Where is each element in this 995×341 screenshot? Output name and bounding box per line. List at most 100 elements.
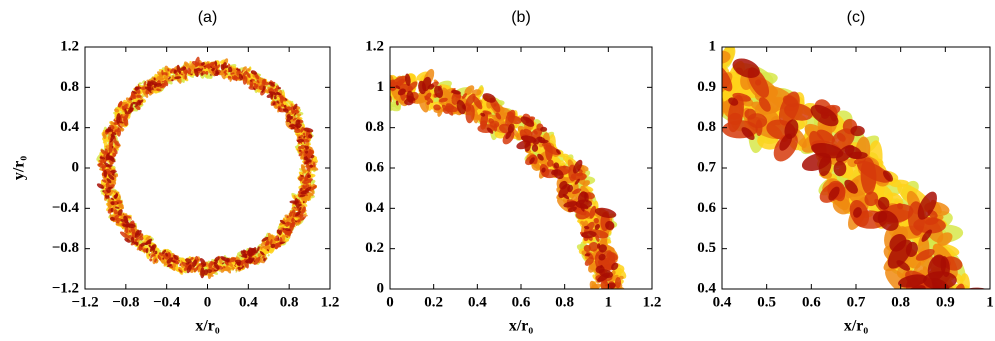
x-axis-label: x/r₀ <box>844 318 869 335</box>
vorticity-blob <box>115 192 119 196</box>
vorticity-blob <box>955 292 965 302</box>
vorticity-blob <box>190 73 193 76</box>
vorticity-blob <box>551 169 559 176</box>
vorticity-blob <box>301 167 304 171</box>
vorticity-blob <box>598 269 613 278</box>
vorticity-blob <box>245 68 251 72</box>
vorticity-blob <box>758 97 771 112</box>
vorticity-blob <box>114 108 120 113</box>
vorticity-blob <box>915 248 935 261</box>
x-tick-label: 0.7 <box>847 294 866 310</box>
vorticity-blob <box>732 58 760 78</box>
vorticity-blob <box>106 178 112 184</box>
x-tick-label: 0.8 <box>891 294 910 310</box>
vorticity-blob <box>921 229 932 242</box>
vorticity-blob <box>303 135 306 139</box>
vorticity-blob <box>558 183 571 198</box>
vorticity-blob <box>114 129 118 133</box>
vorticity-blob <box>120 219 124 222</box>
vorticity-blob <box>594 224 600 230</box>
vorticity-blob <box>598 244 607 253</box>
vorticity-blob <box>844 179 858 194</box>
vorticity-blob <box>539 139 549 144</box>
vorticity-blob <box>111 145 114 149</box>
vorticity-blob <box>288 211 293 217</box>
vorticity-blob <box>259 252 264 258</box>
vorticity-blob <box>259 246 263 250</box>
vorticity-blob <box>213 262 220 270</box>
y-axis-label: y/r₀ <box>11 156 28 181</box>
vorticity-blob <box>109 139 113 143</box>
vorticity-blob <box>173 69 177 74</box>
vorticity-blob <box>124 108 128 115</box>
vorticity-blob <box>600 278 611 289</box>
x-tick-label: 0.5 <box>757 294 776 310</box>
vorticity-blob <box>286 216 290 222</box>
vorticity-blob <box>213 269 218 272</box>
y-tick-label: 0.8 <box>697 119 716 135</box>
vorticity-blob <box>507 123 515 134</box>
vorticity-blob <box>482 93 496 103</box>
vorticity-blob <box>296 208 299 210</box>
vorticity-blob <box>105 181 110 189</box>
vorticity-blob <box>190 257 194 260</box>
vorticity-blob <box>531 144 539 152</box>
vorticity-blob <box>533 130 538 135</box>
vorticity-blob <box>130 92 136 99</box>
y-tick-label: 0.7 <box>697 159 716 175</box>
vorticity-blob <box>108 156 116 163</box>
vorticity-blob <box>288 120 292 124</box>
vorticity-blob <box>567 206 577 213</box>
vorticity-blob <box>538 142 544 148</box>
vorticity-blob <box>274 88 277 91</box>
vorticity-blob <box>241 70 244 73</box>
vorticity-blob <box>115 217 122 222</box>
vorticity-blob <box>846 192 852 199</box>
vorticity-blob <box>376 94 386 99</box>
vorticity-blob <box>407 95 416 101</box>
vorticity-blob <box>537 153 544 161</box>
vorticity-blob <box>249 79 253 82</box>
vorticity-blob <box>200 67 203 72</box>
vorticity-blob <box>130 236 135 244</box>
vorticity-blob <box>811 142 844 159</box>
vorticity-blob <box>574 178 580 185</box>
y-tick-label: 0.4 <box>365 200 384 216</box>
vorticity-blob <box>167 68 170 72</box>
vorticity-blob <box>171 260 176 263</box>
vorticity-blob <box>242 66 247 71</box>
vorticity-blob <box>162 252 169 260</box>
vorticity-blob <box>110 169 117 173</box>
vorticity-blob <box>246 71 251 78</box>
vorticity-blob <box>176 64 181 73</box>
vorticity-blob <box>106 195 110 198</box>
vorticity-blob <box>860 157 877 195</box>
vorticity-blob <box>167 253 172 258</box>
vorticity-blob <box>250 247 258 254</box>
vorticity-blob <box>305 158 312 163</box>
vorticity-blob <box>209 71 211 73</box>
vorticity-blob <box>214 60 218 67</box>
vorticity-blob <box>434 85 444 99</box>
vorticity-blob <box>238 73 244 81</box>
vorticity-blob <box>179 70 182 75</box>
vorticity-blob <box>608 282 616 289</box>
vorticity-blob <box>120 127 125 132</box>
y-tick-label: 0.5 <box>697 240 716 256</box>
vorticity-blob <box>296 125 301 129</box>
vorticity-blob <box>877 196 890 210</box>
vorticity-blob <box>293 206 297 209</box>
x-tick-label: 1 <box>986 294 994 310</box>
vorticity-blob <box>102 133 106 137</box>
vorticity-blob <box>529 157 535 165</box>
vorticity-blob <box>531 162 541 171</box>
vorticity-blob <box>110 197 115 201</box>
vorticity-blob <box>165 252 169 257</box>
vorticity-blob <box>593 292 600 299</box>
vorticity-blob <box>138 99 144 104</box>
vorticity-blob <box>135 103 138 107</box>
vorticity-blob <box>253 260 256 262</box>
vorticity-blob <box>116 198 118 200</box>
vorticity-blob <box>264 87 268 93</box>
vorticity-blob <box>273 95 277 100</box>
